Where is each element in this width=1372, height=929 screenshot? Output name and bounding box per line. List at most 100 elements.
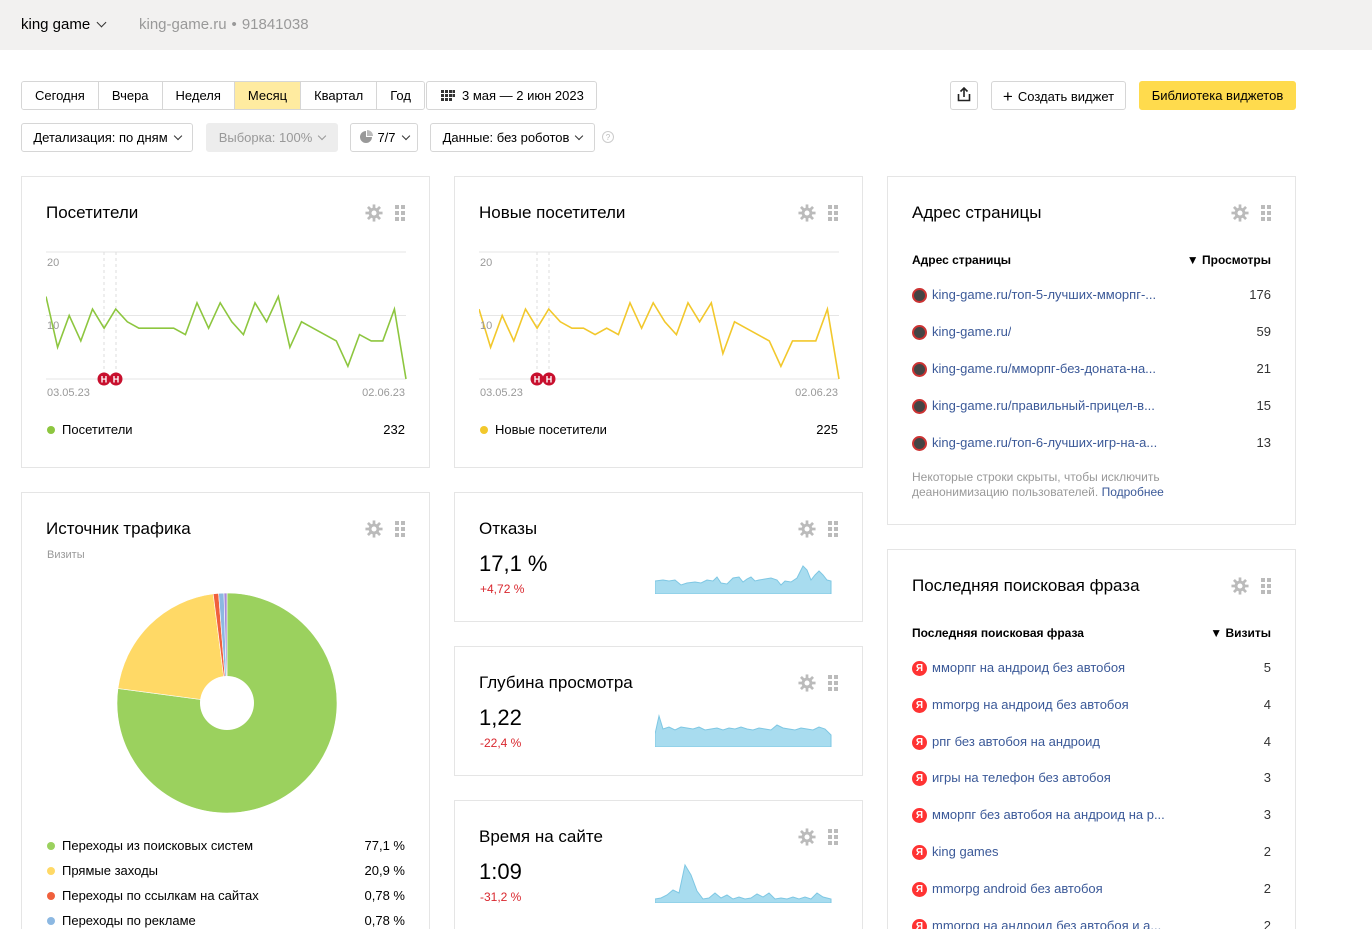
row-value: 13 [1256,435,1271,450]
sort-column-header[interactable]: ▼ Просмотры [1186,253,1271,267]
yandex-icon: Я [912,881,927,897]
page-link[interactable]: king-game.ru/ммopпг-без-доната-на... [932,361,1157,376]
period-option[interactable]: Месяц [234,82,302,109]
y-tick: 20 [47,257,60,269]
search-phrase-link[interactable]: mmorpg android без автобоя [932,880,1103,896]
page-link[interactable]: king-game.ru/правильный-прицел-в... [932,398,1155,413]
sample-label: Выборка: 100% [218,130,313,145]
widget-subtitle: Визиты [47,549,85,561]
drag-handle-icon[interactable] [395,521,405,537]
page-address-widget: Адрес страницы Адрес страницы ▼ Просмотр… [887,176,1296,525]
pie-slice [117,593,228,704]
legend-label: Прямые заходы [62,863,159,878]
help-icon[interactable]: ? [602,131,614,143]
y-tick: 10 [47,320,60,332]
drag-handle-icon[interactable] [828,675,838,691]
create-widget-label: Создать виджет [1017,89,1115,104]
period-option[interactable]: Вчера [98,82,163,109]
counter-selector[interactable]: king game [21,16,107,33]
period-option[interactable]: Сегодня [22,82,99,109]
gear-icon[interactable] [365,204,383,222]
sample-select[interactable]: Выборка: 100% [206,123,338,152]
search-phrase-link[interactable]: игры на телефон без автобоя [932,770,1111,786]
x-tick: 02.06.23 [362,387,405,399]
period-option[interactable]: Год [377,82,424,109]
bounce-widget: Отказы 17,1 % +4,72 % [454,492,863,622]
date-range-button[interactable]: 3 мая — 2 июн 2023 [426,81,597,110]
site-favicon-icon [912,436,927,451]
yandex-icon: Я [912,697,927,713]
drag-handle-icon[interactable] [828,829,838,845]
legend-value: 0,78 % [364,913,405,928]
segments-select[interactable]: 7/7 [350,123,418,152]
gear-icon[interactable] [1231,577,1249,595]
create-widget-button[interactable]: + Создать виджет [991,81,1126,110]
legend-dot [480,426,488,434]
y-tick: 20 [480,257,493,269]
row-value: 21 [1256,361,1271,376]
gear-icon[interactable] [798,520,816,538]
search-phrase-link[interactable]: рпг без автобоя на андроид [932,733,1100,749]
period-option[interactable]: Неделя [162,82,235,109]
metric-value: 1:09 [479,859,522,884]
sort-column-header[interactable]: ▼ Визиты [1210,626,1271,640]
share-icon [957,86,971,102]
widget-tools [798,204,838,222]
gear-icon[interactable] [1231,204,1249,222]
gear-icon[interactable] [365,520,383,538]
legend-item: Новые посетители [480,422,607,437]
page-link[interactable]: king-game.ru/топ-5-лучших-ммopпг-... [932,287,1157,302]
search-phrase-link[interactable]: ммopпг на андроид без автобоя [932,660,1126,675]
data-label: Данные: без роботов [442,130,570,145]
row-value: 4 [1263,733,1271,749]
pie-hole [200,676,254,730]
row-value: 4 [1263,696,1271,712]
data-select[interactable]: Данные: без роботов [430,123,595,152]
traffic-pie-chart [116,592,338,814]
search-phrase-link[interactable]: ммopпг без автобоя на андроид на р... [932,807,1165,823]
period-option[interactable]: Квартал [301,82,378,109]
yandex-icon: Я [912,661,927,676]
yandex-icon: Я [912,771,927,787]
counter-site-info: king-game.ru • 91841038 [139,16,309,33]
page-link[interactable]: king-game.ru/топ-6-лучших-игр-на-а... [932,435,1158,450]
search-phrase-link[interactable]: king games [932,844,999,859]
legend-item: Переходы из поисковых систем 77,1 % [47,838,405,856]
x-tick: 02.06.23 [795,387,838,399]
table-row: king-game.ru/59 [912,324,1271,344]
legend-value: 0,78 % [364,888,405,903]
counter-id: 91841038 [241,16,309,33]
search-phrase-link[interactable]: mmorpg на андроид без автобоя [932,696,1129,712]
yandex-icon: Я [912,918,927,929]
search-phrase-link[interactable]: mmorpg на андроид без автобоя и а... [932,917,1162,929]
metric-delta: +4,72 % [480,582,525,596]
drag-handle-icon[interactable] [828,205,838,221]
gear-icon[interactable] [798,674,816,692]
legend-item: Переходы по ссылкам на сайтах 0,78 % [47,888,405,906]
detail-select[interactable]: Детализация: по дням [21,123,193,152]
drag-handle-icon[interactable] [828,521,838,537]
chevron-down-icon [575,131,584,141]
widget-library-button[interactable]: Библиотека виджетов [1139,81,1296,110]
gear-icon[interactable] [798,204,816,222]
legend-dot [47,892,55,900]
gear-icon[interactable] [798,828,816,846]
drag-handle-icon[interactable] [1261,205,1271,221]
row-value: 59 [1256,324,1271,339]
legend-item: Посетители [47,422,133,437]
more-link[interactable]: Подробнее [1101,485,1164,499]
drag-handle-icon[interactable] [395,205,405,221]
drag-handle-icon[interactable] [1261,578,1271,594]
row-value: 176 [1249,287,1271,302]
metric-delta: -31,2 % [480,890,522,904]
export-button[interactable] [950,81,978,110]
widget-tools [798,828,838,846]
page-link[interactable]: king-game.ru/ [932,324,1012,339]
